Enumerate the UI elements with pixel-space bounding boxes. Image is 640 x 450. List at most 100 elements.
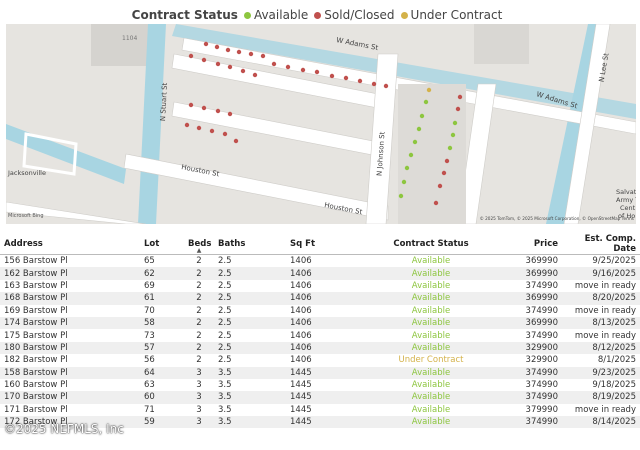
map: W Adams St W Adams St N Stuart St N John… xyxy=(6,24,636,224)
header-label: Lot xyxy=(144,239,160,249)
building xyxy=(474,24,529,64)
table-cell: 2.5 xyxy=(218,305,232,316)
legend-label: Available xyxy=(253,8,309,22)
map-marker xyxy=(433,200,439,206)
header-label: Address xyxy=(4,239,43,249)
table-cell: Available xyxy=(356,341,506,355)
table-cell: 160 Barstow Pl xyxy=(4,380,68,391)
map-marker xyxy=(184,122,190,128)
table-cell: 70 xyxy=(144,305,155,316)
legend-label: Under Contract xyxy=(410,8,503,22)
poi-label: Cent xyxy=(620,204,636,212)
table-cell: 174 Barstow Pl xyxy=(0,316,140,330)
map-marker xyxy=(222,131,228,137)
table-cell: 8/12/2025 xyxy=(562,341,640,355)
map-marker xyxy=(457,94,463,100)
table-cell: 8/13/2025 xyxy=(562,316,640,330)
table-row: 174 Barstow Pl 58 2 2.5 1406 Available 369990 8… xyxy=(0,316,640,330)
map-marker xyxy=(188,102,194,108)
table-cell: 9/25/2025 xyxy=(592,256,636,267)
table-cell: Under Contract xyxy=(398,355,464,366)
table-cell: 374990 xyxy=(525,305,558,316)
table-cell: 2.5 xyxy=(218,355,232,366)
map-marker xyxy=(314,69,320,75)
header-label: Beds xyxy=(188,239,212,249)
table-cell: 374990 xyxy=(525,380,558,391)
table-cell: 62 xyxy=(140,267,184,280)
table-cell: 2.5 xyxy=(214,316,286,330)
map-marker xyxy=(201,105,207,111)
table-cell: 1406 xyxy=(290,355,312,366)
table-cell: 379990 xyxy=(525,404,558,415)
column-header: Baths xyxy=(214,234,286,255)
table-cell: 2.5 xyxy=(218,330,232,341)
header-row: Address Lot Beds ▲ Baths Sq Ft Contract Status… xyxy=(0,234,640,255)
map-marker xyxy=(227,111,233,117)
column-header: Contract Status xyxy=(356,234,506,255)
place-label: Jacksonville xyxy=(7,169,46,177)
map-marker xyxy=(426,87,432,93)
map-marker xyxy=(214,44,220,50)
map-logo: Microsoft Bing xyxy=(8,213,44,219)
column-header: Lot xyxy=(140,234,184,255)
map-marker xyxy=(408,152,414,158)
column-header: Sq Ft xyxy=(286,234,356,255)
table-cell: 1406 xyxy=(290,256,312,267)
poi-label: Army To xyxy=(616,196,636,204)
map-marker xyxy=(437,183,443,189)
table-row: 172 Barstow Pl 59 3 3.5 1445 Available 374990 8… xyxy=(0,416,640,429)
table-cell: 2 xyxy=(184,341,214,355)
header-label: Baths xyxy=(218,239,246,249)
table-cell: 162 Barstow Pl xyxy=(0,267,140,280)
table-cell: 3 xyxy=(184,391,214,404)
column-header: Price xyxy=(506,234,562,255)
table-cell: 175 Barstow Pl xyxy=(4,330,68,341)
map-marker xyxy=(371,81,377,87)
table-row: 160 Barstow Pl 63 3 3.5 1445 Available 374990 9… xyxy=(0,379,640,391)
table-cell: 169 Barstow Pl xyxy=(4,305,68,316)
map-marker xyxy=(419,113,425,119)
table-cell: 369990 xyxy=(506,267,562,280)
street-label: N Stuart St xyxy=(159,82,169,121)
table-cell: 374990 xyxy=(506,391,562,404)
table-cell: 3 xyxy=(196,380,202,391)
table-row: 162 Barstow Pl 62 2 2.5 1406 Available 369990 9… xyxy=(0,267,640,280)
table-cell: Available xyxy=(356,416,506,429)
table-cell: 3.5 xyxy=(218,404,232,415)
table-cell: 170 Barstow Pl xyxy=(0,391,140,404)
table-cell: 374990 xyxy=(506,366,562,379)
table-cell: 65 xyxy=(144,256,155,267)
map-marker xyxy=(452,120,458,126)
map-marker xyxy=(209,128,215,134)
table-cell: 2.5 xyxy=(214,267,286,280)
map-marker xyxy=(236,49,242,55)
table-cell: 1406 xyxy=(290,330,312,341)
street xyxy=(6,201,147,224)
table-row: 180 Barstow Pl 57 2 2.5 1406 Available 329900 8… xyxy=(0,341,640,355)
table-cell: Available xyxy=(411,256,451,267)
map-marker xyxy=(252,72,258,78)
table-cell: Available xyxy=(356,366,506,379)
table-cell: 3.5 xyxy=(214,416,286,429)
table-cell: 1445 xyxy=(290,380,312,391)
map-marker xyxy=(455,106,461,112)
map-marker xyxy=(203,41,209,47)
table-cell: 61 xyxy=(140,292,184,305)
table-cell: 1445 xyxy=(290,404,312,415)
watermark: ©2025 NEFMLS, Inc xyxy=(4,422,124,436)
table-cell: 158 Barstow Pl xyxy=(0,366,140,379)
table-cell: 71 xyxy=(144,404,155,415)
map-marker xyxy=(404,165,410,171)
legend-swatch xyxy=(314,11,322,19)
column-header: Address xyxy=(0,234,140,255)
table-cell: 329900 xyxy=(525,355,558,366)
block xyxy=(398,84,466,224)
header-label: Price xyxy=(533,239,558,249)
table-cell: 2 xyxy=(196,355,202,366)
table-cell: Available xyxy=(356,292,506,305)
map-marker xyxy=(441,170,447,176)
table-cell: 2 xyxy=(196,256,202,267)
header-label: Sq Ft xyxy=(290,239,316,249)
map-marker xyxy=(285,64,291,70)
table-row: 175 Barstow Pl 73 2 2.5 1406 Available 374990 m… xyxy=(0,329,640,341)
